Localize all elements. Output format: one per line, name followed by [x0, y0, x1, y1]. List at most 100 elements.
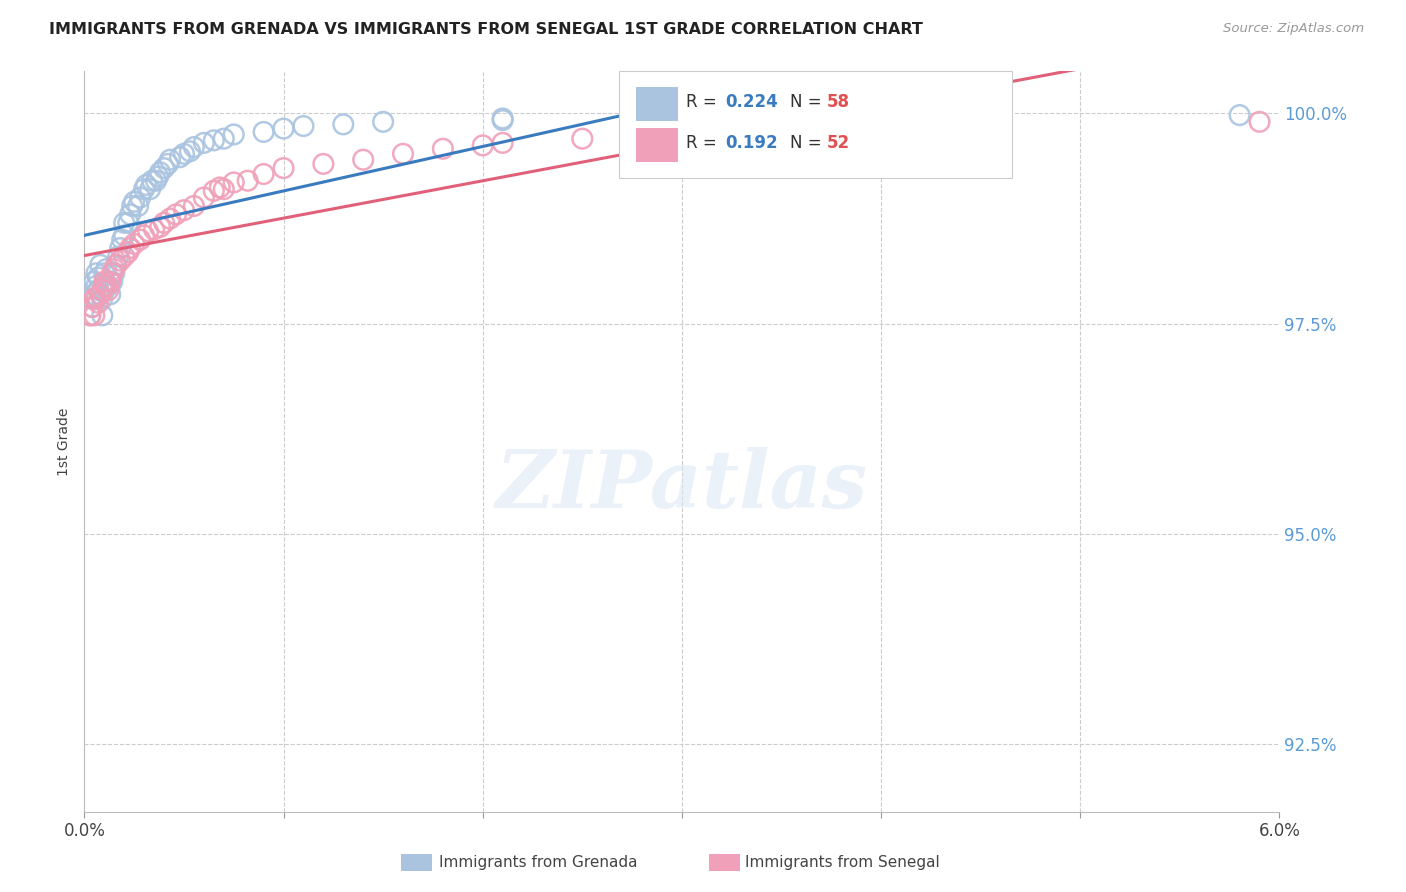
- Text: 0.192: 0.192: [725, 134, 778, 152]
- Point: [91, 292, 114, 306]
- Point: [83, 292, 105, 306]
- Point: [110, 241, 132, 255]
- Point: [165, 207, 187, 221]
- Point: [122, 194, 145, 209]
- Point: [122, 236, 145, 251]
- Point: [83, 287, 105, 301]
- Text: R =: R =: [686, 93, 723, 111]
- Point: [112, 228, 135, 243]
- Point: [159, 153, 181, 167]
- Point: [82, 300, 104, 314]
- Point: [97, 279, 120, 293]
- Point: [292, 119, 315, 133]
- Point: [98, 275, 121, 289]
- Point: [492, 113, 515, 128]
- Point: [492, 112, 515, 126]
- Point: [87, 270, 110, 285]
- Point: [96, 279, 118, 293]
- Point: [110, 253, 132, 268]
- Text: R =: R =: [686, 134, 723, 152]
- Text: ZIPatlas: ZIPatlas: [496, 447, 868, 524]
- Point: [273, 121, 295, 136]
- Point: [129, 190, 152, 204]
- Point: [86, 292, 108, 306]
- Point: [79, 292, 101, 306]
- Point: [89, 258, 111, 272]
- Text: N =: N =: [790, 93, 827, 111]
- Point: [103, 266, 125, 280]
- Point: [208, 180, 231, 194]
- Point: [93, 275, 115, 289]
- Point: [157, 157, 180, 171]
- Point: [153, 216, 176, 230]
- Point: [129, 233, 152, 247]
- Point: [120, 207, 142, 221]
- Point: [105, 258, 128, 272]
- Point: [96, 262, 118, 277]
- Point: [1249, 115, 1271, 129]
- Point: [83, 309, 105, 323]
- Point: [98, 287, 121, 301]
- Point: [352, 153, 374, 167]
- Point: [202, 184, 225, 198]
- Point: [112, 216, 135, 230]
- Point: [332, 117, 354, 131]
- Point: [179, 145, 201, 159]
- Point: [212, 182, 235, 196]
- Point: [98, 275, 121, 289]
- Point: [101, 266, 124, 280]
- Point: [91, 283, 114, 297]
- Point: [183, 199, 205, 213]
- Point: [492, 136, 515, 150]
- Point: [79, 309, 101, 323]
- Point: [93, 266, 115, 280]
- Point: [471, 138, 494, 153]
- Point: [253, 167, 276, 181]
- Point: [107, 249, 129, 263]
- Point: [870, 120, 893, 134]
- Point: [127, 199, 149, 213]
- Point: [86, 279, 108, 293]
- Point: [770, 123, 793, 137]
- Point: [101, 275, 124, 289]
- Point: [173, 203, 195, 218]
- Point: [83, 275, 105, 289]
- Point: [432, 142, 454, 156]
- Point: [169, 150, 191, 164]
- Point: [120, 241, 142, 255]
- Point: [93, 283, 115, 297]
- Point: [103, 262, 125, 277]
- Point: [93, 279, 115, 293]
- Point: [97, 283, 120, 297]
- Point: [222, 128, 245, 142]
- Point: [253, 125, 276, 139]
- Point: [136, 224, 159, 238]
- Text: Immigrants from Senegal: Immigrants from Senegal: [745, 855, 941, 870]
- Point: [651, 130, 673, 145]
- Text: 52: 52: [827, 134, 849, 152]
- Text: Source: ZipAtlas.com: Source: ZipAtlas.com: [1223, 22, 1364, 36]
- Point: [153, 161, 176, 175]
- Point: [117, 216, 139, 230]
- Point: [141, 174, 163, 188]
- Point: [571, 131, 593, 145]
- Text: IMMIGRANTS FROM GRENADA VS IMMIGRANTS FROM SENEGAL 1ST GRADE CORRELATION CHART: IMMIGRANTS FROM GRENADA VS IMMIGRANTS FR…: [49, 22, 924, 37]
- Point: [373, 115, 395, 129]
- Point: [145, 174, 167, 188]
- Point: [970, 117, 993, 131]
- Point: [91, 309, 114, 323]
- Point: [202, 133, 225, 147]
- Point: [105, 258, 128, 272]
- Point: [86, 266, 108, 280]
- Point: [112, 249, 135, 263]
- Point: [135, 178, 157, 192]
- Point: [222, 175, 245, 189]
- Point: [139, 182, 162, 196]
- Point: [392, 146, 415, 161]
- Point: [111, 233, 134, 247]
- Point: [236, 174, 259, 188]
- Text: 0.224: 0.224: [725, 93, 779, 111]
- Point: [89, 287, 111, 301]
- Point: [212, 131, 235, 145]
- Point: [87, 295, 110, 310]
